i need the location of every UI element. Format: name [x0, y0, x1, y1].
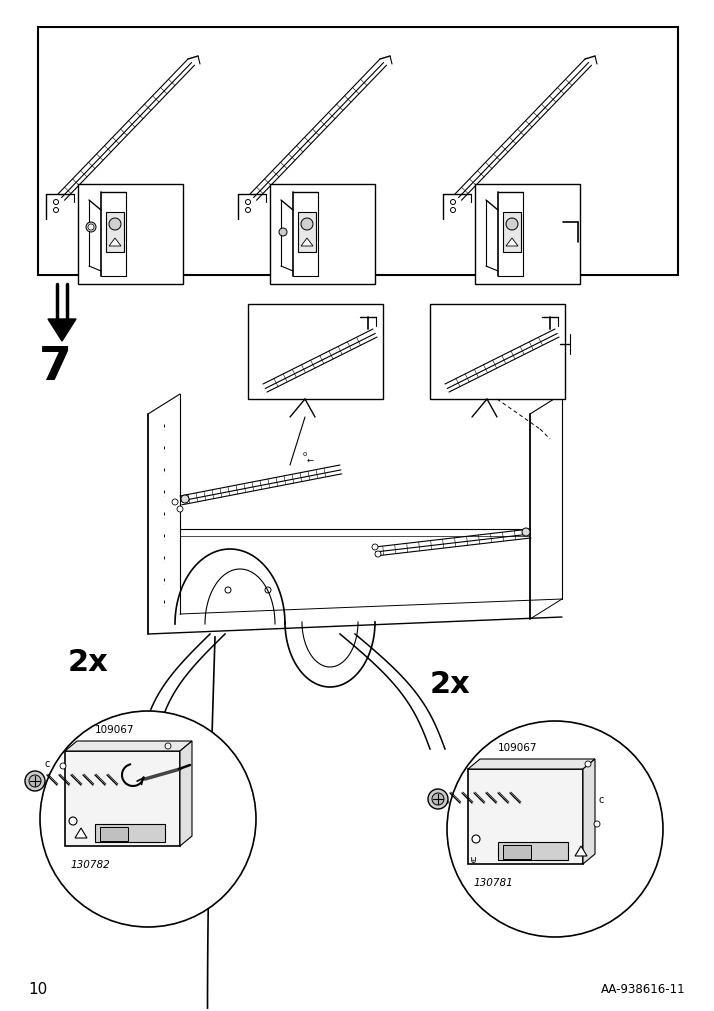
Circle shape [372, 545, 378, 550]
Polygon shape [48, 319, 76, 342]
Text: ⊌: ⊌ [469, 854, 476, 864]
Bar [100, 827, 128, 841]
Circle shape [451, 200, 456, 205]
Text: AA-938616-11: AA-938616-11 [601, 983, 686, 996]
Text: 130781: 130781 [473, 878, 513, 887]
Bar [498, 842, 568, 860]
Polygon shape [506, 239, 518, 247]
Bar [65, 751, 180, 846]
Text: 130782: 130782 [70, 859, 110, 869]
Text: ᴄ: ᴄ [44, 758, 50, 768]
Polygon shape [575, 846, 587, 856]
Bar [38, 28, 678, 276]
Text: 7: 7 [39, 345, 71, 389]
Bar [430, 304, 565, 399]
Text: 109067: 109067 [498, 742, 538, 752]
Circle shape [375, 551, 381, 557]
Polygon shape [301, 239, 313, 247]
Bar [106, 212, 124, 253]
Circle shape [522, 529, 530, 537]
Text: 2x: 2x [430, 669, 471, 699]
Text: o: o [303, 451, 307, 457]
Bar [248, 304, 383, 399]
Circle shape [40, 712, 256, 927]
Text: ←: ← [306, 455, 313, 464]
Circle shape [88, 224, 94, 231]
Circle shape [447, 721, 663, 937]
Circle shape [181, 495, 189, 503]
Text: 10: 10 [28, 982, 47, 997]
Bar [78, 185, 183, 285]
Bar [503, 845, 531, 859]
Circle shape [246, 200, 251, 205]
Circle shape [172, 499, 178, 506]
Polygon shape [468, 759, 595, 769]
Polygon shape [75, 828, 87, 838]
Circle shape [246, 208, 251, 213]
Bar [270, 185, 375, 285]
Bar [95, 824, 165, 842]
Circle shape [279, 228, 287, 237]
Circle shape [432, 794, 444, 805]
Circle shape [225, 587, 231, 593]
Circle shape [451, 208, 456, 213]
Bar [503, 212, 521, 253]
Text: 109067: 109067 [95, 724, 135, 734]
Polygon shape [180, 741, 192, 846]
Circle shape [301, 218, 313, 231]
Circle shape [69, 817, 77, 825]
Circle shape [428, 790, 448, 809]
Circle shape [25, 771, 45, 792]
Circle shape [165, 743, 171, 749]
Bar [475, 185, 580, 285]
Circle shape [54, 200, 59, 205]
Circle shape [109, 218, 121, 231]
Circle shape [54, 208, 59, 213]
Circle shape [265, 587, 271, 593]
Circle shape [29, 775, 41, 788]
Circle shape [472, 835, 480, 843]
Circle shape [506, 218, 518, 231]
Polygon shape [65, 741, 192, 751]
Text: 2x: 2x [68, 647, 109, 676]
Text: ᴄ: ᴄ [598, 795, 604, 804]
Circle shape [60, 763, 66, 769]
Polygon shape [109, 239, 121, 247]
Polygon shape [583, 759, 595, 864]
Bar [298, 212, 316, 253]
Circle shape [585, 761, 591, 767]
Bar [468, 769, 583, 864]
Circle shape [594, 821, 600, 827]
Circle shape [86, 222, 96, 233]
Circle shape [177, 507, 183, 513]
